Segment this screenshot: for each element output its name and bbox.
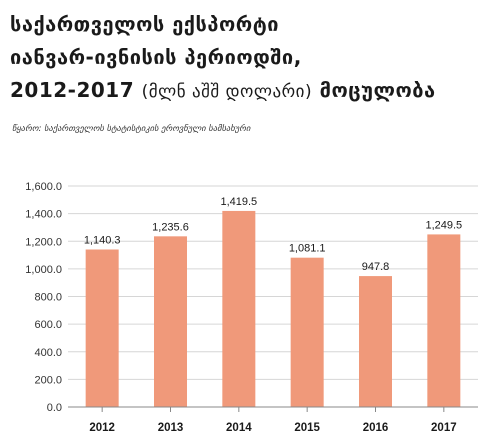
bar [359, 276, 392, 407]
data-label: 1,235.6 [152, 221, 189, 233]
y-tick-label: 400.0 [34, 347, 62, 359]
chart-title: საქართველოს ექსპორტი იანვარ-ივნისის პერი… [10, 8, 490, 109]
title-line-1: საქართველოს ექსპორტი [10, 12, 279, 36]
y-tick-label: 0.0 [47, 402, 62, 414]
data-label: 1,419.5 [220, 196, 257, 208]
y-tick-label: 1,200.0 [25, 236, 62, 248]
title-end: მოცულობა [319, 78, 436, 102]
data-label: 1,081.1 [289, 243, 326, 255]
data-label: 1,140.3 [84, 234, 121, 246]
x-tick-label: 2017 [431, 422, 457, 434]
source-note: წყარო: საქართველოს სტატისტიკის ეროვნული … [12, 124, 251, 134]
x-tick-label: 2014 [226, 422, 252, 434]
y-tick-label: 1,000.0 [25, 264, 62, 276]
bar [154, 236, 187, 407]
bar [427, 234, 461, 407]
y-tick-label: 800.0 [34, 292, 62, 304]
data-label: 1,249.5 [425, 219, 462, 231]
x-tick-label: 2012 [89, 422, 115, 434]
x-tick-label: 2015 [294, 422, 320, 434]
bar [222, 210, 256, 407]
y-tick-label: 1,600.0 [25, 181, 62, 193]
x-tick-label: 2013 [158, 422, 184, 434]
y-tick-label: 200.0 [34, 374, 62, 386]
title-line-3: 2012-2017 (მლნ აშშ დოლარი) მოცულობა [10, 74, 490, 109]
bar [290, 257, 324, 407]
bar [85, 249, 119, 407]
title-unit: (მლნ აშშ დოლარი) [141, 82, 313, 102]
data-label: 947.8 [362, 261, 390, 273]
y-tick-label: 600.0 [34, 319, 62, 331]
title-years: 2012-2017 [10, 78, 135, 102]
title-line-2: იანვარ-ივნისის პერიოდში, [10, 45, 302, 69]
y-tick-label: 1,400.0 [25, 209, 62, 221]
x-tick-label: 2016 [363, 422, 389, 434]
